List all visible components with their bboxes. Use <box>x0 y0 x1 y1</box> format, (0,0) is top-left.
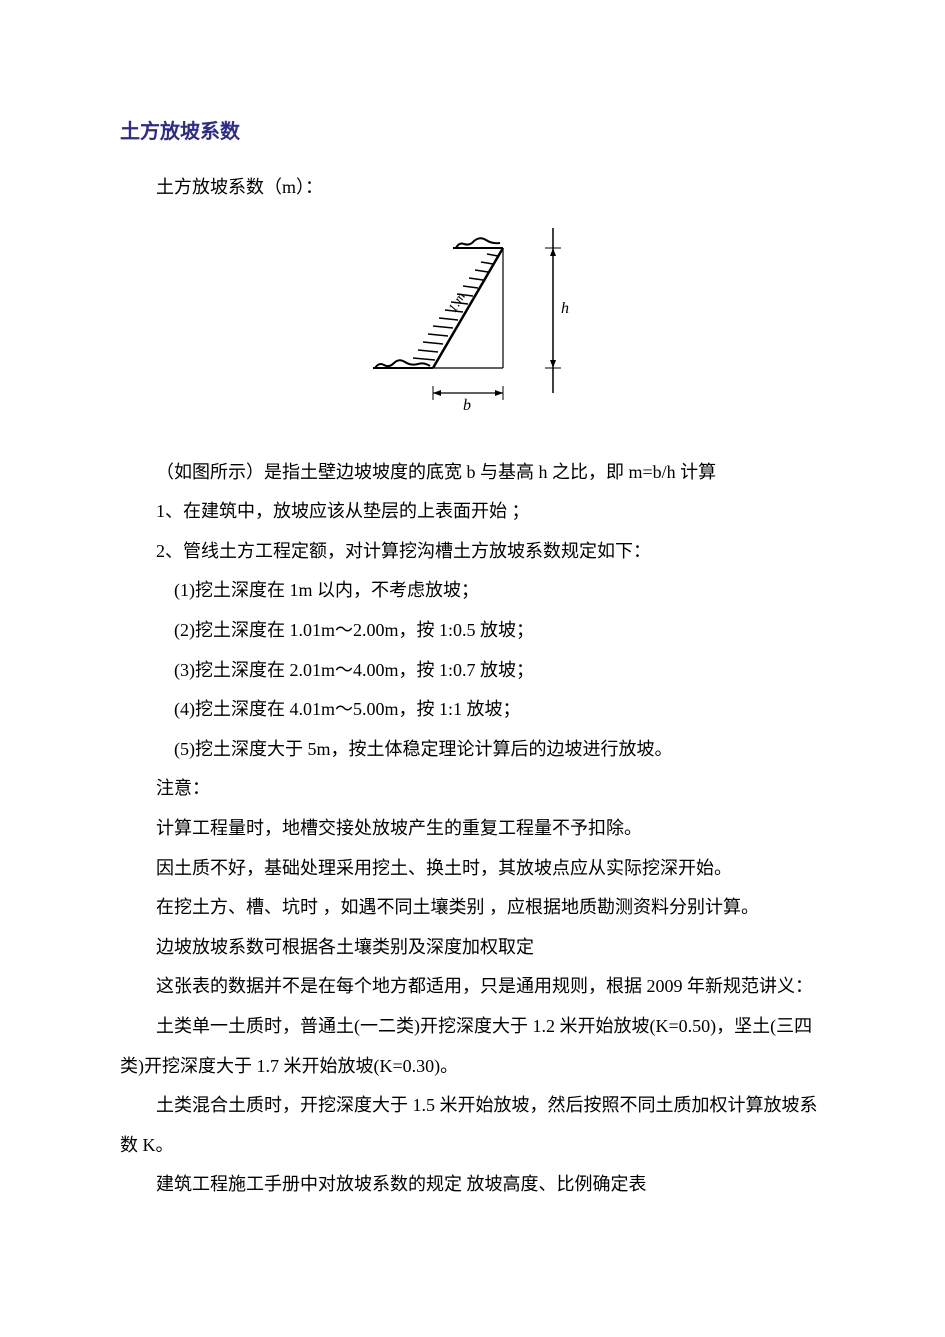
note-2: 因土质不好，基础处理采用挖土、换土时，其放坡点应从实际挖深开始。 <box>120 849 825 889</box>
rule-2-2: (2)挖土深度在 1.01m～2.00m，按 1:0.5 放坡； <box>120 611 825 651</box>
slope-diagram: b h 1:m <box>120 218 825 423</box>
rule-1: 1、在建筑中，放坡应该从垫层的上表面开始 ； <box>120 492 825 532</box>
rule-2-1: (1)挖土深度在 1m 以内，不考虑放坡； <box>120 571 825 611</box>
note-8: 建筑工程施工手册中对放坡系数的规定 放坡高度、比例确定表 <box>120 1165 825 1205</box>
rule-2-3: (3)挖土深度在 2.01m～4.00m，按 1:0.7 放坡； <box>120 651 825 691</box>
note-7: 土类混合土质时，开挖深度大于 1.5 米开始放坡，然后按照不同土质加权计算放坡系… <box>120 1086 825 1165</box>
note-1: 计算工程量时，地槽交接处放坡产生的重复工程量不予扣除。 <box>120 809 825 849</box>
note-heading: 注意： <box>120 769 825 809</box>
diagram-label-b: b <box>463 397 471 414</box>
rule-2: 2、管线土方工程定额，对计算挖沟槽土方放坡系数规定如下： <box>120 532 825 572</box>
intro-text: 土方放坡系数（m）： <box>120 168 825 208</box>
note-3: 在挖土方、槽、坑时 ，如遇不同土壤类别 ，应根据地质勘测资料分别计算。 <box>120 888 825 928</box>
rule-2-4: (4)挖土深度在 4.01m～5.00m，按 1:1 放坡； <box>120 690 825 730</box>
page-title: 土方放坡系数 <box>120 115 825 144</box>
note-5: 这张表的数据并不是在每个地方都适用，只是通用规则，根据 2009 年新规范讲义： <box>120 967 825 1007</box>
diagram-label-h: h <box>561 300 569 317</box>
note-4: 边坡放坡系数可根据各土壤类别及深度加权取定 <box>120 928 825 968</box>
rule-2-5: (5)挖土深度大于 5m，按土体稳定理论计算后的边坡进行放坡。 <box>120 730 825 770</box>
description: （如图所示）是指土壁边坡坡度的底宽 b 与基高 h 之比，即 m=b/h 计算 <box>120 453 825 493</box>
note-6: 土类单一土质时，普通土(一二类)开挖深度大于 1.2 米开始放坡(K=0.50)… <box>120 1007 825 1086</box>
